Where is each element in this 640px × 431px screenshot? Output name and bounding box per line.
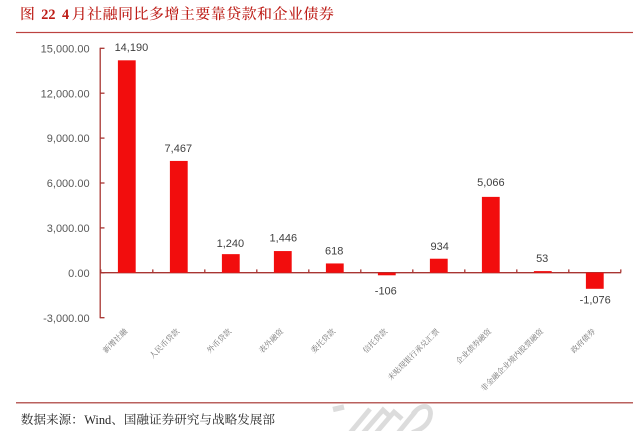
svg-text:0.00: 0.00: [68, 268, 89, 280]
svg-text:-3,000.00: -3,000.00: [43, 313, 89, 325]
svg-text:12,000.00: 12,000.00: [41, 88, 90, 100]
svg-text:934: 934: [431, 241, 449, 253]
svg-text:1,240: 1,240: [217, 238, 245, 250]
svg-text:22: 22: [41, 7, 55, 23]
svg-text:-1,076: -1,076: [580, 295, 611, 307]
svg-text:15,000.00: 15,000.00: [41, 43, 90, 55]
svg-text:14,190: 14,190: [115, 42, 149, 54]
svg-text:1,446: 1,446: [270, 233, 298, 245]
svg-text:6,000.00: 6,000.00: [47, 178, 90, 190]
svg-text:4: 4: [62, 7, 69, 23]
svg-text:3,000.00: 3,000.00: [47, 223, 90, 235]
svg-text:618: 618: [325, 245, 343, 257]
svg-text:53: 53: [536, 253, 548, 265]
svg-text:Wind: Wind: [84, 413, 112, 427]
svg-text:5,066: 5,066: [477, 177, 505, 189]
svg-text:-106: -106: [375, 286, 397, 298]
svg-text:9,000.00: 9,000.00: [47, 133, 90, 145]
svg-text:7,467: 7,467: [165, 143, 193, 155]
